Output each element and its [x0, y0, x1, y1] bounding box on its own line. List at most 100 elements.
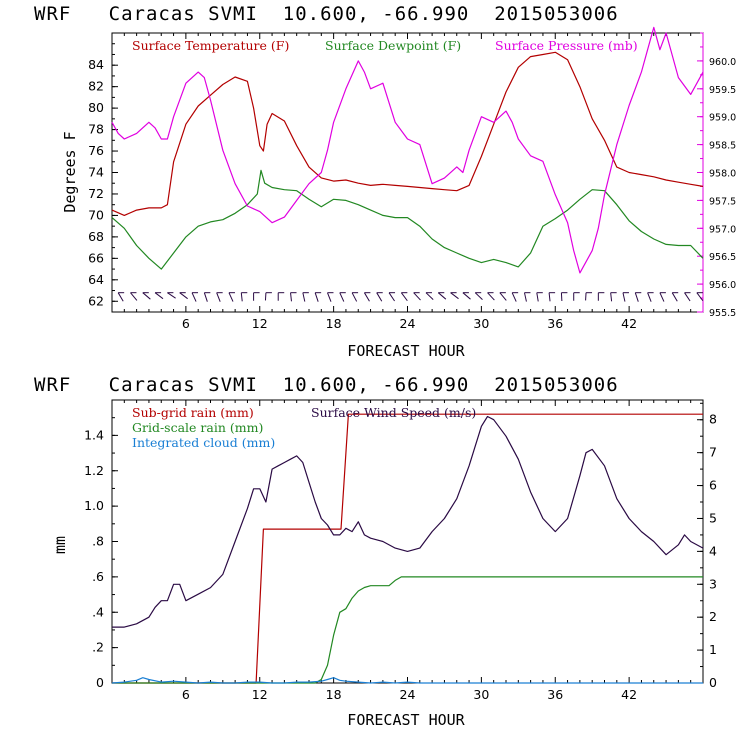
p1-y2tick-label: 958.0 — [709, 169, 736, 180]
p1-ytick-label: 76 — [88, 143, 104, 158]
p2-y2tick-label: 5 — [709, 510, 717, 525]
series-surface-wind-speed-m-s — [112, 415, 704, 628]
wind-barb-staff — [117, 292, 124, 302]
wind-barb-staff — [462, 292, 471, 300]
wind-barb-staff — [167, 292, 176, 299]
panel1-wind-barbs — [117, 292, 704, 302]
p2-xtick-label: 18 — [326, 687, 342, 702]
p2-xtick-label: 36 — [547, 687, 563, 702]
p2-y2tick-label: 3 — [709, 576, 717, 591]
precipitation-panel: WRF Caracas SVMI 10.600, -66.990 2015053… — [34, 374, 717, 729]
panel1-ticks: 6 12 18 24 30 36 42 62 64 66 68 70 72 74 76 78 80 82 84 955… — [88, 32, 736, 331]
panel1-x-axis-label: FORECAST HOUR — [347, 342, 465, 360]
legend-surface-pressure: Surface Pressure (mb) — [495, 38, 638, 53]
p1-ytick-label: 78 — [88, 122, 104, 137]
wind-barb-staff — [240, 292, 243, 302]
wind-barb-staff — [203, 292, 208, 302]
p1-ytick-label: 84 — [88, 57, 104, 72]
wind-barb-staff — [376, 292, 383, 302]
wind-barb-staff — [290, 292, 292, 302]
p1-ytick-label: 64 — [88, 272, 104, 287]
p2-xtick-label: 24 — [400, 687, 416, 702]
p2-y2tick-label: 0 — [709, 675, 717, 690]
wind-barb-staff — [142, 292, 151, 300]
p1-y2tick-label: 957.5 — [709, 196, 736, 207]
wind-barb-staff — [388, 292, 395, 302]
series-surface-pressure-mb — [111, 26, 704, 274]
p2-ytick-label: .2 — [92, 640, 104, 655]
wind-barb-staff — [339, 292, 345, 302]
wind-barb-staff — [536, 292, 539, 302]
temperature-panel: WRF Caracas SVMI 10.600, -66.990 2015053… — [34, 3, 736, 360]
wind-barb-staff — [314, 292, 319, 302]
wind-barb-staff — [634, 292, 639, 302]
wind-barb-staff — [302, 292, 306, 302]
p2-xtick-label: 6 — [182, 687, 190, 702]
wind-barb-staff — [425, 292, 434, 300]
p2-xtick-label: 30 — [473, 687, 489, 702]
panel2-x-axis-label: FORECAST HOUR — [347, 711, 465, 729]
wind-barb-staff — [450, 292, 459, 300]
p2-ytick-label: 0 — [96, 675, 104, 690]
wind-barb-staff — [216, 292, 221, 302]
p1-y2tick-label: 957.0 — [709, 224, 736, 235]
wind-barb-staff — [511, 292, 517, 302]
wind-barb-staff — [228, 292, 234, 302]
series-surface-temperature-f — [111, 51, 704, 216]
wind-barb-staff — [474, 292, 483, 300]
wind-barb-staff — [647, 292, 652, 302]
wind-barb-staff — [610, 292, 613, 302]
legend-subgrid-rain: Sub-grid rain (mm) — [132, 405, 254, 420]
wind-barb-staff — [327, 292, 332, 302]
p2-ytick-label: 1.2 — [84, 463, 104, 478]
p1-xtick-label: 36 — [547, 316, 563, 331]
p2-y2tick-label: 8 — [709, 412, 717, 427]
legend-surface-temperature: Surface Temperature (F) — [132, 38, 289, 53]
wind-barb-staff — [363, 292, 370, 302]
panel2-title: WRF Caracas SVMI 10.600, -66.990 2015053… — [34, 374, 619, 396]
panel1-title: WRF Caracas SVMI 10.600, -66.990 2015053… — [34, 3, 619, 25]
p1-ytick-label: 72 — [88, 186, 104, 201]
p1-xtick-label: 42 — [621, 316, 637, 331]
wind-barb-staff — [523, 292, 527, 302]
p2-ytick-label: .4 — [92, 604, 104, 619]
panel1-y-axis-label: Degrees F — [61, 131, 79, 212]
p2-ytick-label: .8 — [92, 534, 104, 549]
wind-barb-staff — [684, 292, 691, 302]
panel1-series — [111, 26, 704, 274]
p1-ytick-label: 62 — [88, 293, 104, 308]
p2-ytick-label: 1.0 — [84, 498, 104, 513]
p1-ytick-label: 70 — [88, 207, 104, 222]
p1-ytick-label: 68 — [88, 229, 104, 244]
p1-ytick-label: 74 — [88, 165, 104, 180]
p1-ytick-label: 80 — [88, 100, 104, 115]
series-surface-dewpoint-f — [111, 169, 704, 270]
panel2-series — [111, 413, 704, 684]
p2-y2tick-label: 6 — [709, 478, 717, 493]
wind-barb-staff — [191, 292, 197, 302]
p1-xtick-label: 24 — [400, 316, 416, 331]
wind-barb-staff — [659, 292, 665, 302]
wind-barb-staff — [622, 292, 626, 302]
p1-ytick-label: 66 — [88, 250, 104, 265]
p2-xtick-label: 42 — [621, 687, 637, 702]
legend-surface-wind-speed: Surface Wind Speed (m/s) — [311, 405, 476, 420]
legend-surface-dewpoint: Surface Dewpoint (F) — [325, 38, 461, 53]
wind-barb-staff — [696, 292, 704, 302]
wind-barb-staff — [671, 292, 678, 302]
wind-barb-staff — [437, 292, 447, 300]
legend-gridscale-rain: Grid-scale rain (mm) — [132, 420, 263, 435]
p1-y2tick-label: 956.5 — [709, 252, 736, 263]
wind-barb-staff — [351, 292, 358, 302]
legend-integrated-cloud: Integrated cloud (mm) — [132, 435, 275, 450]
wind-barb-staff — [548, 292, 551, 302]
p1-xtick-label: 18 — [326, 316, 342, 331]
p1-y2tick-label: 960.0 — [709, 57, 736, 68]
panel2-y-axis-label: mm — [51, 536, 69, 554]
p1-y2tick-label: 958.5 — [709, 141, 736, 152]
wind-barb-staff — [487, 292, 495, 301]
p2-ytick-label: 1.4 — [84, 427, 104, 442]
series-grid-scale-rain-mm — [112, 576, 703, 684]
p1-xtick-label: 6 — [182, 316, 190, 331]
